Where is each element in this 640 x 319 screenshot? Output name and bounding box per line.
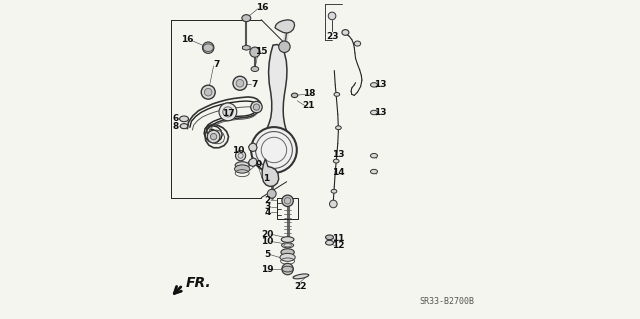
Text: 18: 18 [303, 89, 315, 98]
Ellipse shape [371, 153, 378, 158]
Circle shape [219, 103, 237, 121]
Circle shape [268, 189, 276, 198]
Polygon shape [248, 143, 257, 152]
Text: 4: 4 [264, 208, 271, 217]
Ellipse shape [326, 235, 333, 240]
Text: 10: 10 [261, 237, 273, 246]
Polygon shape [248, 158, 257, 167]
Circle shape [250, 47, 260, 57]
Text: 9: 9 [255, 160, 262, 169]
Text: 17: 17 [221, 109, 234, 118]
Text: 13: 13 [374, 108, 387, 117]
Text: 16: 16 [181, 35, 193, 44]
Circle shape [328, 12, 336, 20]
Circle shape [202, 42, 214, 53]
Circle shape [253, 104, 260, 110]
Ellipse shape [371, 169, 378, 174]
Text: 6: 6 [172, 114, 179, 123]
Text: 21: 21 [303, 101, 315, 110]
Ellipse shape [331, 189, 337, 193]
Ellipse shape [281, 249, 294, 256]
Text: 2: 2 [264, 196, 271, 205]
Circle shape [204, 88, 212, 96]
Text: FR.: FR. [186, 276, 212, 290]
Ellipse shape [180, 116, 189, 122]
Ellipse shape [355, 41, 361, 46]
Polygon shape [275, 20, 294, 33]
Circle shape [236, 151, 246, 161]
Circle shape [251, 127, 297, 173]
Circle shape [251, 101, 262, 113]
Ellipse shape [235, 165, 250, 173]
Circle shape [278, 41, 290, 52]
Polygon shape [262, 159, 278, 187]
Text: 10: 10 [232, 146, 244, 155]
Text: 5: 5 [264, 250, 271, 259]
Ellipse shape [242, 15, 251, 22]
Text: 19: 19 [261, 264, 273, 274]
Circle shape [236, 79, 244, 87]
Ellipse shape [333, 159, 339, 163]
Text: 15: 15 [255, 47, 268, 56]
Polygon shape [243, 45, 250, 50]
Text: 16: 16 [256, 3, 268, 11]
Ellipse shape [280, 253, 295, 261]
Circle shape [211, 133, 217, 140]
Circle shape [233, 76, 247, 90]
Text: 1: 1 [263, 174, 269, 183]
Ellipse shape [291, 93, 298, 98]
Ellipse shape [235, 162, 249, 169]
Text: 11: 11 [332, 234, 345, 243]
Text: 13: 13 [332, 150, 345, 159]
Ellipse shape [251, 66, 259, 71]
Text: 14: 14 [332, 168, 345, 177]
Ellipse shape [335, 126, 341, 130]
Ellipse shape [293, 274, 308, 279]
Ellipse shape [371, 83, 378, 87]
Ellipse shape [371, 110, 378, 115]
Text: 23: 23 [326, 32, 339, 41]
Ellipse shape [281, 237, 294, 242]
Circle shape [282, 195, 293, 206]
Polygon shape [264, 45, 293, 159]
Circle shape [282, 263, 293, 275]
Circle shape [223, 107, 233, 117]
Text: 7: 7 [252, 80, 258, 89]
Ellipse shape [342, 30, 349, 35]
Text: 3: 3 [264, 202, 271, 211]
Ellipse shape [282, 243, 294, 248]
Ellipse shape [180, 123, 188, 129]
Text: 12: 12 [332, 241, 345, 250]
Ellipse shape [326, 240, 333, 245]
Text: 8: 8 [172, 122, 179, 131]
Text: SR33-B2700B: SR33-B2700B [419, 297, 474, 306]
Circle shape [207, 130, 220, 143]
Ellipse shape [334, 93, 340, 96]
Circle shape [201, 85, 215, 99]
Circle shape [330, 200, 337, 208]
Bar [277, 197, 298, 219]
Text: 7: 7 [214, 60, 220, 69]
Text: 20: 20 [261, 230, 273, 239]
Text: 13: 13 [374, 80, 387, 89]
Text: 22: 22 [294, 282, 307, 291]
